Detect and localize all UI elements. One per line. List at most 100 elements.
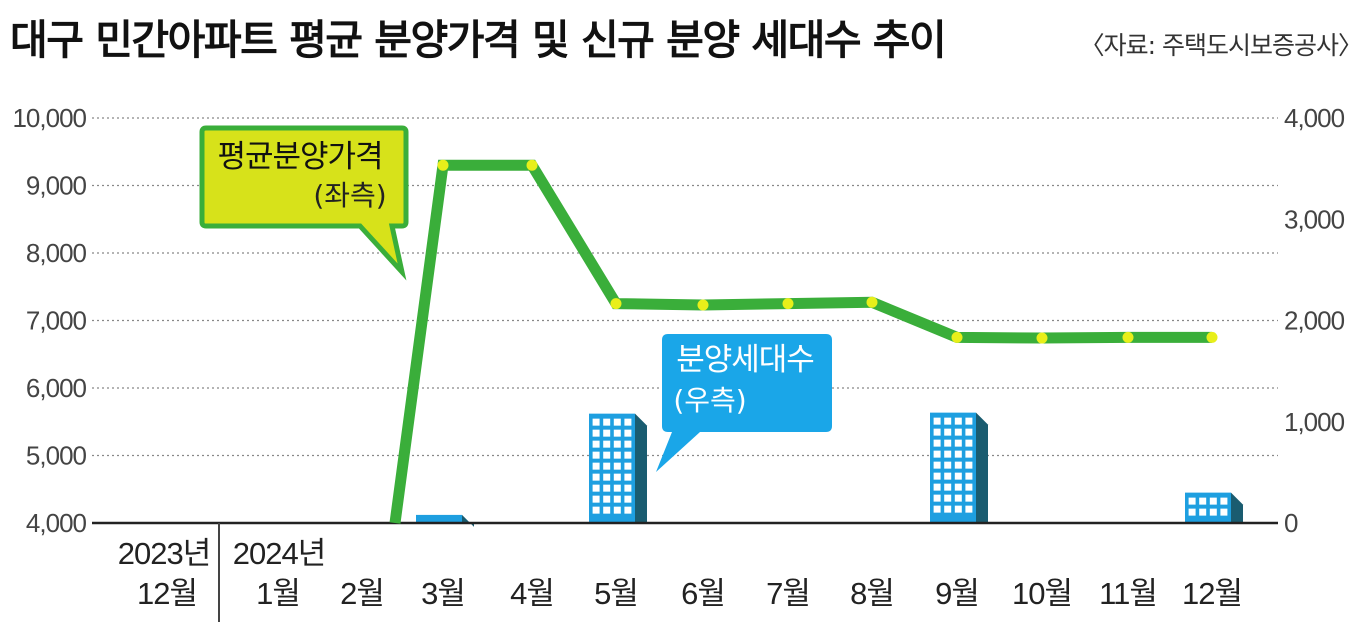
price-marker — [610, 298, 622, 310]
building-window — [944, 472, 952, 480]
building-side — [976, 412, 988, 523]
building-window — [603, 484, 611, 492]
building-window — [592, 506, 600, 514]
building-window — [613, 440, 621, 448]
building-window — [624, 484, 632, 492]
building-face — [416, 514, 462, 523]
price-marker — [1036, 332, 1048, 344]
units-callout-label: 분양세대수 — [676, 342, 814, 378]
building-window — [1220, 497, 1228, 505]
building-window — [603, 451, 611, 459]
building-window — [944, 450, 952, 458]
building-window — [613, 484, 621, 492]
units-callout-box — [656, 334, 832, 472]
chart-title: 대구 민간아파트 평균 분양가격 및 신규 분양 세대수 추이 — [10, 16, 947, 64]
price-callout-label: 평균분양가격 — [217, 139, 382, 175]
building-window — [1188, 497, 1196, 505]
building-window — [603, 473, 611, 481]
building-window — [603, 506, 611, 514]
left-tick-label: 7,000 — [26, 306, 87, 336]
bars-layer — [416, 412, 1243, 527]
units-callout-axis-note: (우측) — [673, 384, 746, 417]
x-month-label: 5월 — [594, 576, 638, 611]
building-window — [1209, 497, 1217, 505]
x-month-label: 6월 — [681, 576, 725, 611]
building-window — [624, 506, 632, 514]
building-side — [1231, 492, 1243, 523]
building-window — [933, 472, 941, 480]
building-window — [954, 428, 962, 436]
bar-building — [416, 514, 474, 527]
building-window — [954, 450, 962, 458]
building-window — [933, 417, 941, 425]
price-marker — [951, 331, 963, 343]
building-window — [592, 495, 600, 503]
left-axis-ticks: 4,000 5,000 6,000 7,000 8,000 9,000 10,000 — [12, 103, 87, 538]
building-window — [944, 461, 952, 469]
building-window — [965, 450, 973, 458]
left-tick-label: 6,000 — [26, 373, 87, 403]
building-window — [624, 429, 632, 437]
price-marker — [697, 299, 709, 311]
left-tick-label: 9,000 — [26, 171, 87, 201]
building-window — [603, 495, 611, 503]
building-window — [592, 462, 600, 470]
price-callout-box — [199, 125, 409, 281]
building-window — [933, 439, 941, 447]
units-callout: 분양세대수 (우측) — [656, 334, 832, 472]
building-window — [592, 473, 600, 481]
x-month-label: 3월 — [421, 576, 465, 611]
right-tick-label: 4,000 — [1284, 103, 1345, 133]
building-window — [1188, 508, 1196, 516]
building-window — [1199, 508, 1207, 516]
building-window — [624, 462, 632, 470]
building-window — [603, 462, 611, 470]
building-window — [613, 418, 621, 426]
x-month-label: 12월 — [1182, 576, 1242, 611]
right-tick-label: 3,000 — [1284, 204, 1345, 234]
building-window — [965, 483, 973, 491]
price-marker — [437, 159, 449, 171]
building-window — [954, 483, 962, 491]
price-marker — [866, 296, 878, 308]
building-window — [613, 462, 621, 470]
building-window — [603, 440, 611, 448]
building-window — [965, 505, 973, 513]
building-window — [613, 473, 621, 481]
left-tick-label: 5,000 — [26, 441, 87, 471]
building-window — [965, 417, 973, 425]
x-month-label: 2월 — [340, 576, 384, 611]
building-window — [1209, 508, 1217, 516]
x-month-label: 9월 — [935, 576, 979, 611]
price-marker — [1122, 331, 1134, 343]
building-window — [933, 428, 941, 436]
left-tick-label: 4,000 — [26, 508, 87, 538]
building-window — [944, 494, 952, 502]
price-callout-axis-note: (좌측) — [313, 179, 386, 212]
building-window — [933, 505, 941, 513]
building-window — [624, 440, 632, 448]
x-month-label: 10월 — [1012, 576, 1072, 611]
building-window — [933, 461, 941, 469]
building-window — [965, 472, 973, 480]
building-window — [954, 494, 962, 502]
building-window — [613, 429, 621, 437]
price-line-layer — [389, 159, 1218, 524]
building-window — [954, 439, 962, 447]
building-window — [592, 451, 600, 459]
building-window — [624, 451, 632, 459]
bar-building — [589, 413, 647, 523]
building-window — [944, 483, 952, 491]
building-window — [592, 484, 600, 492]
x-month-label: 12월 — [137, 576, 197, 611]
building-window — [624, 473, 632, 481]
building-window — [624, 418, 632, 426]
x-year-label: 2024년 — [233, 536, 325, 571]
building-window — [613, 506, 621, 514]
building-window — [603, 429, 611, 437]
right-tick-label: 2,000 — [1284, 306, 1345, 336]
x-month-label: 11월 — [1099, 576, 1157, 611]
building-window — [954, 505, 962, 513]
right-axis-ticks: 0 1,000 2,000 3,000 4,000 — [1284, 103, 1346, 538]
